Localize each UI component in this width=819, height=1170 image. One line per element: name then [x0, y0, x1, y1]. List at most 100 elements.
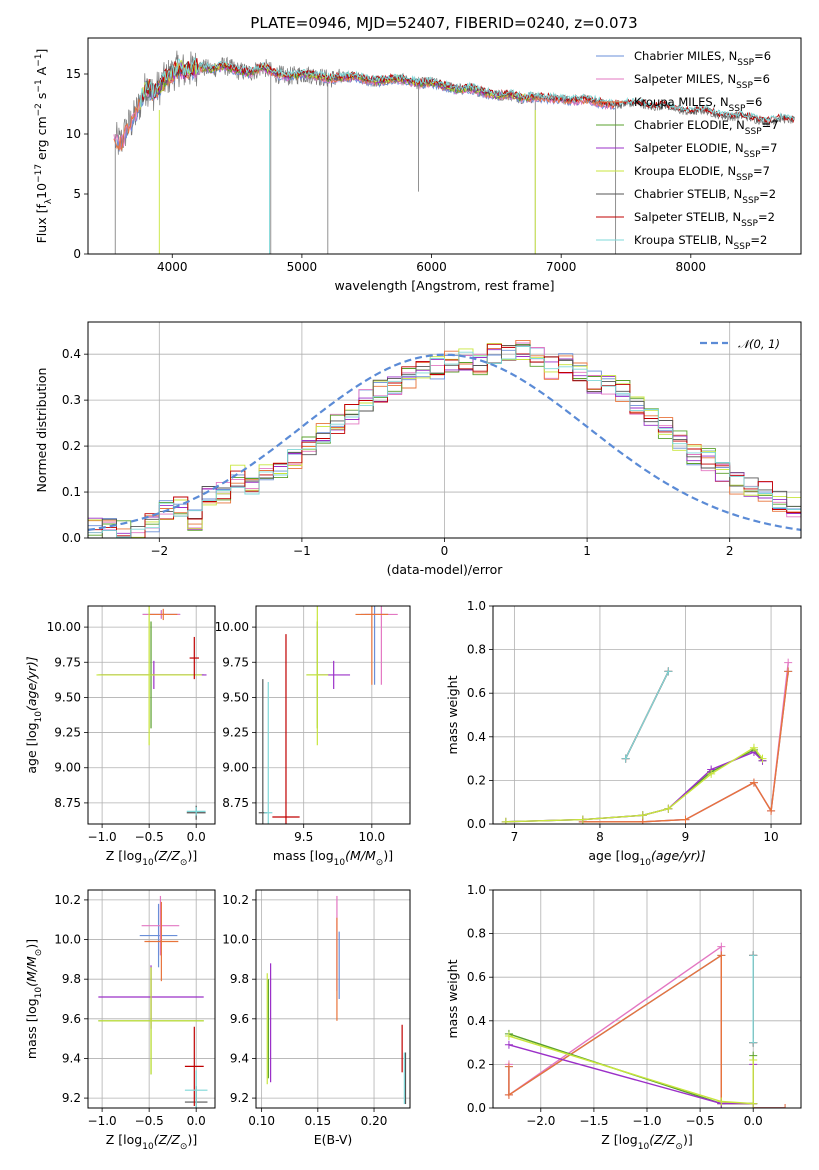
y-tick-label: 9.50 — [54, 690, 81, 704]
y-tick-label: 9.6 — [230, 1012, 249, 1026]
marker-plus — [578, 815, 587, 824]
axes-frame — [87, 321, 802, 539]
y-tick-label: 10.2 — [222, 893, 249, 907]
y-tick-label: 0.3 — [62, 393, 81, 407]
x-axis-label-part: (Z/Z — [154, 1132, 181, 1147]
x-tick-label: −2.0 — [526, 1114, 555, 1128]
legend-label-part: SSP — [744, 150, 761, 160]
y-tick-label: 1.0 — [467, 883, 486, 897]
plot-area-residuals — [88, 339, 801, 538]
x-tick-label: 0.10 — [248, 1114, 275, 1128]
plot-area-mass-vs-Z — [98, 895, 208, 1108]
y-tick-label: 10.2 — [54, 893, 81, 907]
legend-label-part: Chabrier STELIB, N — [634, 187, 742, 201]
marker-plus — [504, 1090, 513, 1099]
y-axis-label-part: )] — [24, 939, 39, 949]
line-kroupa_stelib — [624, 671, 670, 759]
x-tick-label: 2 — [726, 544, 734, 558]
marker-plus — [749, 951, 758, 960]
legend-label: Salpeter STELIB, NSSP=2 — [634, 210, 775, 229]
x-tick-label: −1.5 — [579, 1114, 608, 1128]
x-axis-label: (data-model)/error — [387, 562, 504, 577]
y-axis-label-part: −1 — [34, 79, 44, 92]
y-tick-label: 0.0 — [467, 1101, 486, 1115]
axes-frame — [492, 605, 802, 825]
x-axis-label-part: 10 — [640, 858, 652, 868]
y-tick-label: 9.4 — [62, 1051, 81, 1065]
legend-label-part: SSP — [736, 173, 753, 183]
y-axis-label-part: mass weight — [445, 675, 460, 754]
axes-frame — [87, 605, 216, 825]
histogram-kroupa_stelib — [88, 346, 801, 538]
axes-frame — [255, 889, 411, 1109]
y-axis-label-part: ] — [34, 49, 49, 54]
y-axis-label-part: 10 — [34, 987, 44, 999]
x-axis-label: Z [log10(Z/Z⊙)] — [106, 1132, 197, 1152]
axes-frame — [87, 889, 216, 1109]
marker-plus — [749, 1056, 758, 1065]
legend-label-part: =7 — [761, 141, 778, 155]
y-axis-label-part: Flux [f — [34, 204, 49, 244]
marker-plus — [784, 658, 793, 667]
y-tick-label: 9.2 — [230, 1091, 249, 1105]
plot-area-mass-weight-vs-Z — [504, 942, 790, 1108]
x-axis-label-part: )] — [187, 848, 197, 863]
y-axis-label-part: −17 — [34, 164, 44, 183]
marker-plus — [664, 667, 673, 676]
y-axis-label-part: −1 — [34, 54, 44, 67]
x-tick-label: 10 — [763, 830, 778, 844]
x-tick-label: 8 — [596, 830, 604, 844]
y-tick-label: 9.75 — [54, 655, 81, 669]
legend-label-part: =6 — [754, 49, 771, 63]
y-axis-label-part: erg cm — [34, 116, 49, 164]
marker-plus — [717, 942, 726, 951]
y-tick-label: 1.0 — [467, 599, 486, 613]
x-axis-label-part: age [log — [588, 848, 639, 863]
y-tick-label: 9.00 — [222, 761, 249, 775]
y-axis-label-part: λ — [44, 198, 54, 204]
y-tick-label: 0.4 — [467, 730, 486, 744]
legend-label: Chabrier STELIB, NSSP=2 — [634, 187, 776, 206]
x-axis-label: mass [log10(M/M⊙)] — [273, 848, 393, 868]
panel-mass-weight-vs-Z: −2.0 −1.5 −1.0 −0.5 0.0 0.0 0.2 0.4 0.6 0.8 1.0 Z [… — [445, 883, 802, 1152]
x-axis-label-part: 10 — [638, 1142, 650, 1152]
panel-age-vs-Z: −1.0 −0.5 0.0 8.75 9.00 9.25 9.50 9.75 10.00 Z [l… — [24, 605, 216, 868]
x-tick-label: 10.0 — [358, 830, 385, 844]
x-tick-label: 0.20 — [361, 1114, 388, 1128]
legend-label-part: SSP — [729, 104, 746, 114]
y-tick-label: 9.00 — [54, 761, 81, 775]
plot-area-age-vs-Z — [96, 606, 207, 820]
y-tick-label: 10.0 — [54, 933, 81, 947]
y-axis-label: mass weight — [445, 675, 460, 754]
x-axis-label-part: 10 — [334, 858, 346, 868]
panel-age-vs-mass: 9.5 10.0 8.75 9.00 9.25 9.50 9.75 10.00 mass [lo… — [215, 605, 411, 868]
y-tick-label: 0.6 — [467, 970, 486, 984]
y-axis-label-part: mass [log — [24, 998, 39, 1059]
marker-plus — [758, 754, 767, 763]
residual-legend: 𝒩(0, 1) — [700, 337, 780, 351]
y-tick-label: 5 — [73, 187, 81, 201]
x-axis-label-part: )] — [383, 848, 393, 863]
x-axis-label-part: (data-model)/error — [387, 562, 504, 577]
marker-plus — [781, 1104, 790, 1108]
y-tick-label: 9.25 — [222, 726, 249, 740]
x-axis-label-part: E(B-V) — [314, 1132, 353, 1147]
x-axis-label-part: (Z/Z — [649, 1132, 676, 1147]
marker-plus — [621, 754, 630, 763]
x-tick-label: 7000 — [546, 260, 577, 274]
y-tick-label: 9.75 — [222, 655, 249, 669]
axes-frame — [255, 605, 411, 825]
plot-area-spectrum — [113, 50, 795, 254]
x-axis-label-part: ⊙ — [180, 1142, 188, 1152]
legend-label-part: Salpeter STELIB, N — [634, 210, 741, 224]
x-axis-label-part: ⊙ — [376, 858, 384, 868]
marker-plus — [749, 1099, 758, 1108]
legend-label: Chabrier ELODIE, NSSP=7 — [634, 118, 779, 137]
legend-label-part: Kroupa ELODIE, N — [634, 164, 736, 178]
panel-mass-vs-ebv: 0.10 0.15 0.20 9.2 9.4 9.6 9.8 10.0 10.2 E(B-V) — [222, 889, 411, 1147]
y-tick-label: 10.00 — [47, 620, 81, 634]
marker-plus — [717, 951, 726, 960]
marker-plus — [681, 815, 690, 824]
y-axis-label-part: s — [34, 93, 49, 104]
y-axis-label-part: 10 — [34, 183, 49, 199]
